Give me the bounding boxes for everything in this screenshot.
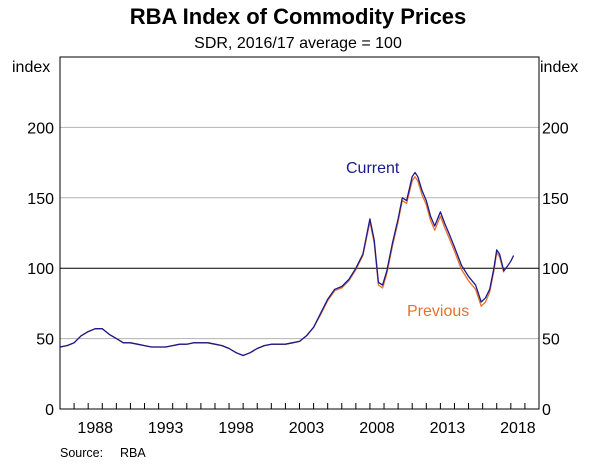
x-tick-label-1988: 1988 xyxy=(77,420,113,437)
series-line-previous xyxy=(59,176,505,357)
series-group xyxy=(59,171,515,357)
plot-frame xyxy=(59,56,540,410)
chart-subtitle: SDR, 2016/17 average = 100 xyxy=(194,35,402,52)
x-tick-label-2003: 2003 xyxy=(289,420,325,437)
y-tick-label-right-200: 200 xyxy=(542,120,569,137)
x-tick-label-2008: 2008 xyxy=(359,420,395,437)
x-tick-label-1998: 1998 xyxy=(218,420,254,437)
y-tick-label-right-50: 50 xyxy=(542,332,560,349)
series-label-previous: Previous xyxy=(407,303,469,320)
y-tick-label-right-100: 100 xyxy=(542,261,569,278)
y-axis-unit-right: index xyxy=(540,59,578,76)
gridlines xyxy=(60,126,539,340)
series-label-current: Current xyxy=(346,160,400,177)
x-tick-label-1993: 1993 xyxy=(148,420,184,437)
x-tick-labels: 1988 1993 1998 2003 2008 2013 2018 xyxy=(77,420,535,437)
series-line-current xyxy=(59,171,515,357)
y-tick-labels: 0 0 50 50 100 100 150 150 200 200 xyxy=(27,120,569,419)
y-tick-label-right-0: 0 xyxy=(542,402,551,419)
source-label: Source: xyxy=(60,446,103,460)
source-value: RBA xyxy=(120,446,146,460)
y-tick-label-left-50: 50 xyxy=(36,332,54,349)
chart-title: RBA Index of Commodity Prices xyxy=(130,4,467,29)
axis-ticks xyxy=(59,403,540,409)
y-tick-label-left-100: 100 xyxy=(27,261,54,278)
y-tick-label-left-200: 200 xyxy=(27,120,54,137)
y-axis-unit-left: index xyxy=(12,59,50,76)
x-tick-label-2013: 2013 xyxy=(430,420,466,437)
y-tick-label-left-0: 0 xyxy=(45,402,54,419)
y-tick-label-right-150: 150 xyxy=(542,191,569,208)
y-tick-label-left-150: 150 xyxy=(27,191,54,208)
x-tick-label-2018: 2018 xyxy=(500,420,536,437)
